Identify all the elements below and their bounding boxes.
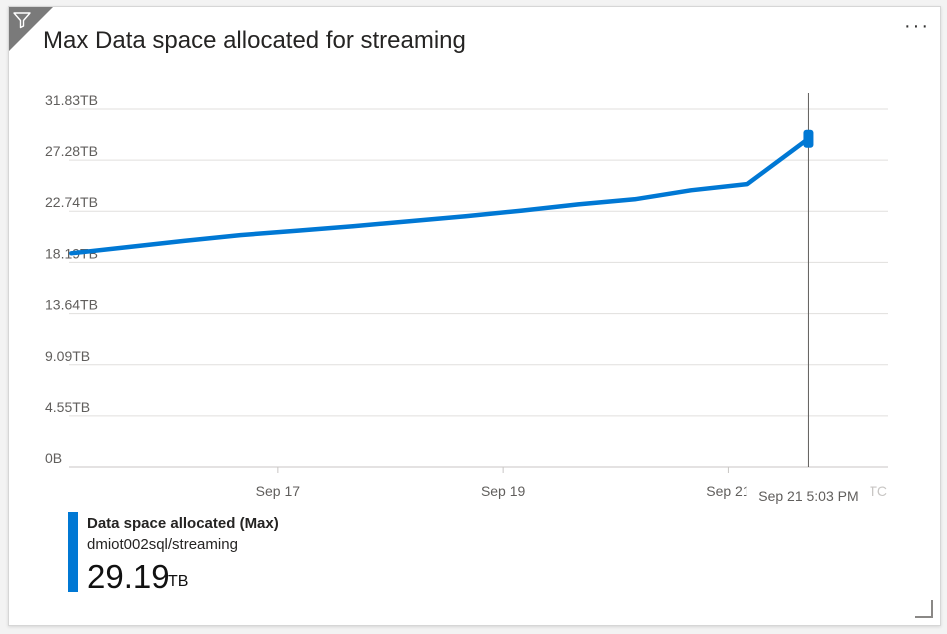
data-point — [351, 225, 354, 228]
data-point — [295, 229, 298, 232]
chart-title: Max Data space allocated for streaming — [43, 27, 466, 54]
cursor-label-bg — [746, 484, 871, 502]
data-point — [689, 189, 692, 192]
y-tick-label: 0B — [45, 450, 62, 466]
filter-icon[interactable] — [12, 10, 32, 30]
x-tick-label: Sep 17 — [256, 483, 301, 499]
data-point — [746, 183, 749, 186]
data-point — [182, 239, 185, 242]
y-tick-label: 13.64TB — [45, 297, 98, 313]
cursor-marker — [803, 129, 814, 148]
cursor-label: Sep 21 5:03 PM — [758, 488, 858, 504]
y-tick-label: 31.83TB — [45, 92, 98, 108]
legend-unit: TB — [168, 573, 189, 590]
legend-metric-name: Data space allocated (Max) — [87, 515, 279, 532]
series-line — [69, 136, 811, 256]
data-point — [520, 209, 523, 212]
legend-value: 29.19 — [87, 558, 170, 595]
x-tick-label: Sep 21 — [706, 483, 751, 499]
resize-handle-icon[interactable] — [915, 600, 933, 618]
legend-resource-name: dmiot002sql/streaming — [87, 536, 238, 553]
line-chart[interactable]: 31.83TB27.28TB22.74TB18.19TB13.64TB9.09T… — [9, 7, 940, 507]
data-point — [464, 215, 467, 218]
data-point — [577, 203, 580, 206]
data-point — [408, 220, 411, 223]
data-point — [70, 252, 73, 255]
y-tick-label: 22.74TB — [45, 194, 98, 210]
more-options-icon[interactable]: ··· — [904, 15, 930, 37]
y-tick-label: 27.28TB — [45, 143, 98, 159]
data-point — [239, 234, 242, 237]
data-point — [126, 246, 129, 249]
data-point — [633, 198, 636, 201]
y-tick-label: 9.09TB — [45, 348, 90, 364]
chart-tile: Max Data space allocated for streaming ·… — [8, 6, 941, 626]
filter-corner[interactable] — [9, 7, 53, 51]
legend-color-bar — [68, 512, 78, 592]
y-tick-label: 4.55TB — [45, 399, 90, 415]
x-tick-label: Sep 19 — [481, 483, 526, 499]
